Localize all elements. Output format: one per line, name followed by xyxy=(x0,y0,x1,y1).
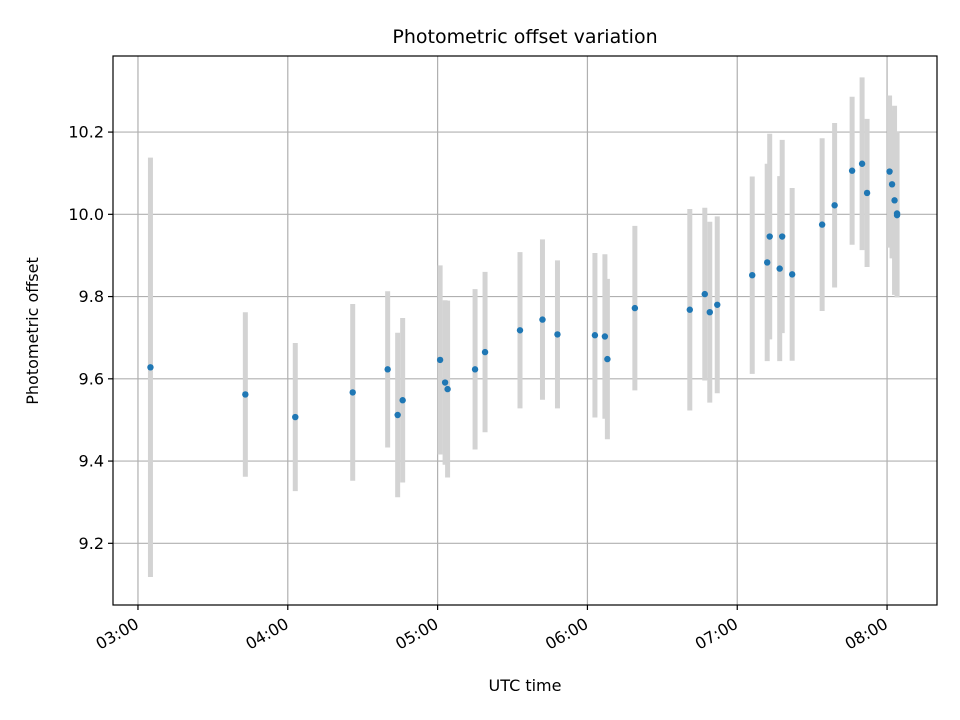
data-point xyxy=(604,355,611,363)
data-points xyxy=(147,160,901,421)
y-tick-label: 9.4 xyxy=(79,452,104,471)
chart-title: Photometric offset variation xyxy=(392,26,657,48)
data-point xyxy=(631,304,639,312)
data-point xyxy=(788,271,796,278)
data-point xyxy=(848,167,856,174)
data-point xyxy=(863,189,871,197)
data-point xyxy=(776,265,783,272)
data-point xyxy=(554,331,561,338)
data-point xyxy=(441,379,449,386)
data-point xyxy=(601,333,609,340)
data-point xyxy=(888,181,896,188)
data-point xyxy=(778,233,786,240)
plot-frame xyxy=(112,55,938,606)
data-point xyxy=(147,364,154,371)
x-axis-label: UTC time xyxy=(489,676,562,695)
data-point xyxy=(481,348,489,356)
data-point xyxy=(591,332,599,339)
y-axis-label: Photometric offset xyxy=(23,257,42,405)
y-tick-label: 9.8 xyxy=(79,287,104,306)
data-point xyxy=(858,160,866,167)
data-point xyxy=(766,233,773,240)
data-point xyxy=(539,316,546,323)
data-point xyxy=(436,356,444,364)
data-point xyxy=(831,202,838,209)
data-point xyxy=(764,259,771,266)
data-point xyxy=(893,211,901,219)
data-point xyxy=(706,309,713,316)
y-tick-label: 10.2 xyxy=(68,123,104,142)
data-point xyxy=(384,366,391,373)
data-point xyxy=(394,411,401,419)
data-point xyxy=(818,221,826,228)
data-point xyxy=(749,271,756,279)
data-point xyxy=(292,413,299,421)
data-point xyxy=(444,385,451,393)
data-point xyxy=(516,327,524,334)
data-point xyxy=(399,397,406,404)
data-point xyxy=(349,389,356,396)
data-point xyxy=(242,391,249,398)
data-point xyxy=(701,290,708,298)
y-tick-label: 9.2 xyxy=(79,534,104,553)
y-tick-label: 10.0 xyxy=(68,205,104,224)
data-point xyxy=(891,197,898,204)
data-point xyxy=(714,301,721,308)
y-tick-label: 9.6 xyxy=(79,369,104,388)
data-point xyxy=(886,168,893,175)
data-point xyxy=(686,306,693,313)
data-point xyxy=(471,366,479,373)
